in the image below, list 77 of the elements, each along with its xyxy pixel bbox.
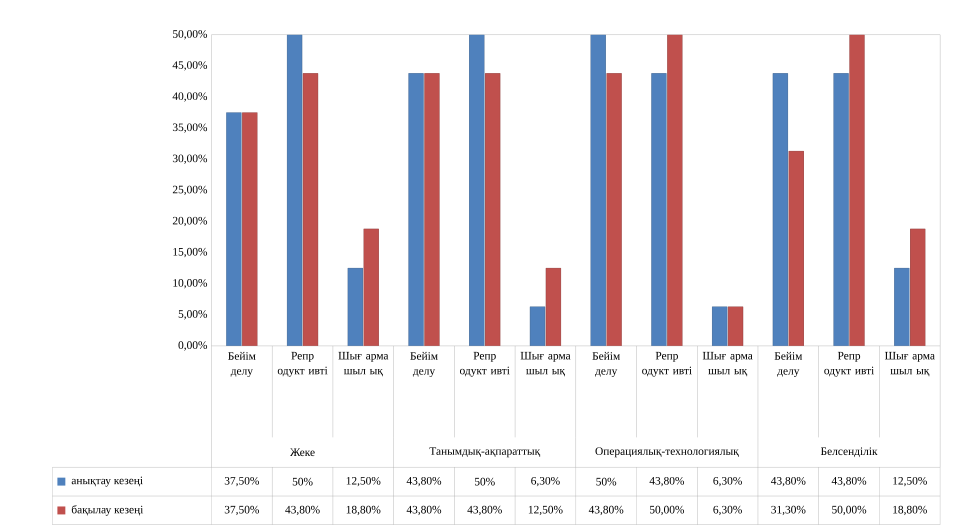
bar (424, 73, 440, 346)
bar (408, 73, 424, 346)
y-tick-label: 10,00% (173, 279, 208, 288)
y-tick-label: 5,00% (178, 310, 208, 320)
bar (833, 73, 849, 346)
data-label: 31,30% (771, 506, 806, 516)
text: Жеке (290, 448, 315, 456)
data-label: 18,80% (346, 506, 380, 516)
text: Танымдық-ақпараттық (430, 447, 540, 458)
y-tick-label: 45,00% (172, 61, 208, 71)
text: Операциялық-технологиялық (596, 447, 739, 458)
bar (910, 228, 926, 346)
data-label: 12,50% (893, 477, 927, 486)
bar (286, 34, 302, 346)
y-tick-label: 30,00% (172, 154, 208, 164)
bar (728, 306, 744, 346)
data-label: 12,50% (346, 477, 380, 486)
bar (590, 34, 606, 346)
bar (788, 151, 804, 346)
bar (226, 112, 242, 346)
data-label: 43,80% (285, 506, 320, 516)
bar (546, 268, 562, 346)
data-label: 50% (474, 478, 495, 486)
x-tick-label: Шығ арма шыл ық (520, 352, 570, 376)
data-label: 43,80% (832, 477, 866, 486)
bar (712, 306, 728, 346)
bar (242, 112, 258, 346)
data-label: 6,30% (531, 477, 560, 486)
y-tick-label: 40,00% (172, 92, 208, 102)
data-label: 43,80% (650, 477, 684, 486)
data-label: 43,80% (588, 506, 624, 516)
bar (772, 73, 788, 346)
x-tick-label: Бейім делу (592, 352, 620, 378)
data-label: 43,80% (406, 506, 442, 516)
x-tick-label: Шығ арма шыл ық (702, 352, 753, 376)
bar (849, 34, 865, 346)
x-tick-label: Репр одукт ивті (824, 352, 874, 377)
x-tick-label: Бейім делу (774, 352, 802, 378)
x-tick-label: Бейім делу (410, 352, 438, 378)
bar (469, 34, 484, 346)
legend-label: бақылау кезеңі (72, 505, 144, 516)
data-label: 50% (596, 478, 616, 486)
bar (302, 73, 318, 346)
data-label: 50% (292, 478, 313, 486)
y-tick-label: 35,00% (172, 124, 208, 133)
data-label: 43,80% (770, 477, 806, 486)
bar (530, 306, 546, 346)
legend-label: анықтау кезеңі (72, 476, 143, 487)
x-tick-label: Бейім делу (228, 352, 256, 378)
x-tick-label: Шығ арма шыл ық (338, 352, 388, 376)
bar (894, 268, 910, 346)
data-label: 6,30% (713, 477, 742, 486)
y-tick-label: 20,00% (172, 216, 208, 226)
data-label: 43,80% (467, 506, 502, 516)
data-label: 18,80% (893, 506, 927, 516)
y-tick-label: 15,00% (173, 248, 208, 258)
data-label: 43,80% (406, 477, 442, 486)
data-label: 50,00% (832, 506, 866, 516)
data-label: 50,00% (650, 506, 684, 516)
x-tick-label: Шығ арма шыл ық (884, 352, 935, 376)
x-tick-label: Репр одукт ивті (278, 352, 328, 377)
x-tick-label: Репр одукт ивті (460, 352, 510, 377)
bar (485, 73, 500, 346)
bar (364, 228, 379, 346)
bar (606, 73, 622, 346)
y-tick-label: 50,00% (173, 30, 208, 40)
data-label: 12,50% (528, 506, 563, 516)
x-tick-label: Репр одукт ивті (642, 352, 692, 377)
bar (348, 268, 363, 346)
data-label: 37,50% (224, 477, 260, 486)
text: Белсенділік (820, 447, 878, 458)
y-tick-label: 0,00% (178, 341, 208, 351)
data-label: 37,50% (224, 506, 260, 516)
data-label: 6,30% (713, 506, 742, 516)
bar (651, 73, 667, 346)
bar (667, 34, 682, 346)
y-tick-label: 25,00% (172, 186, 208, 196)
